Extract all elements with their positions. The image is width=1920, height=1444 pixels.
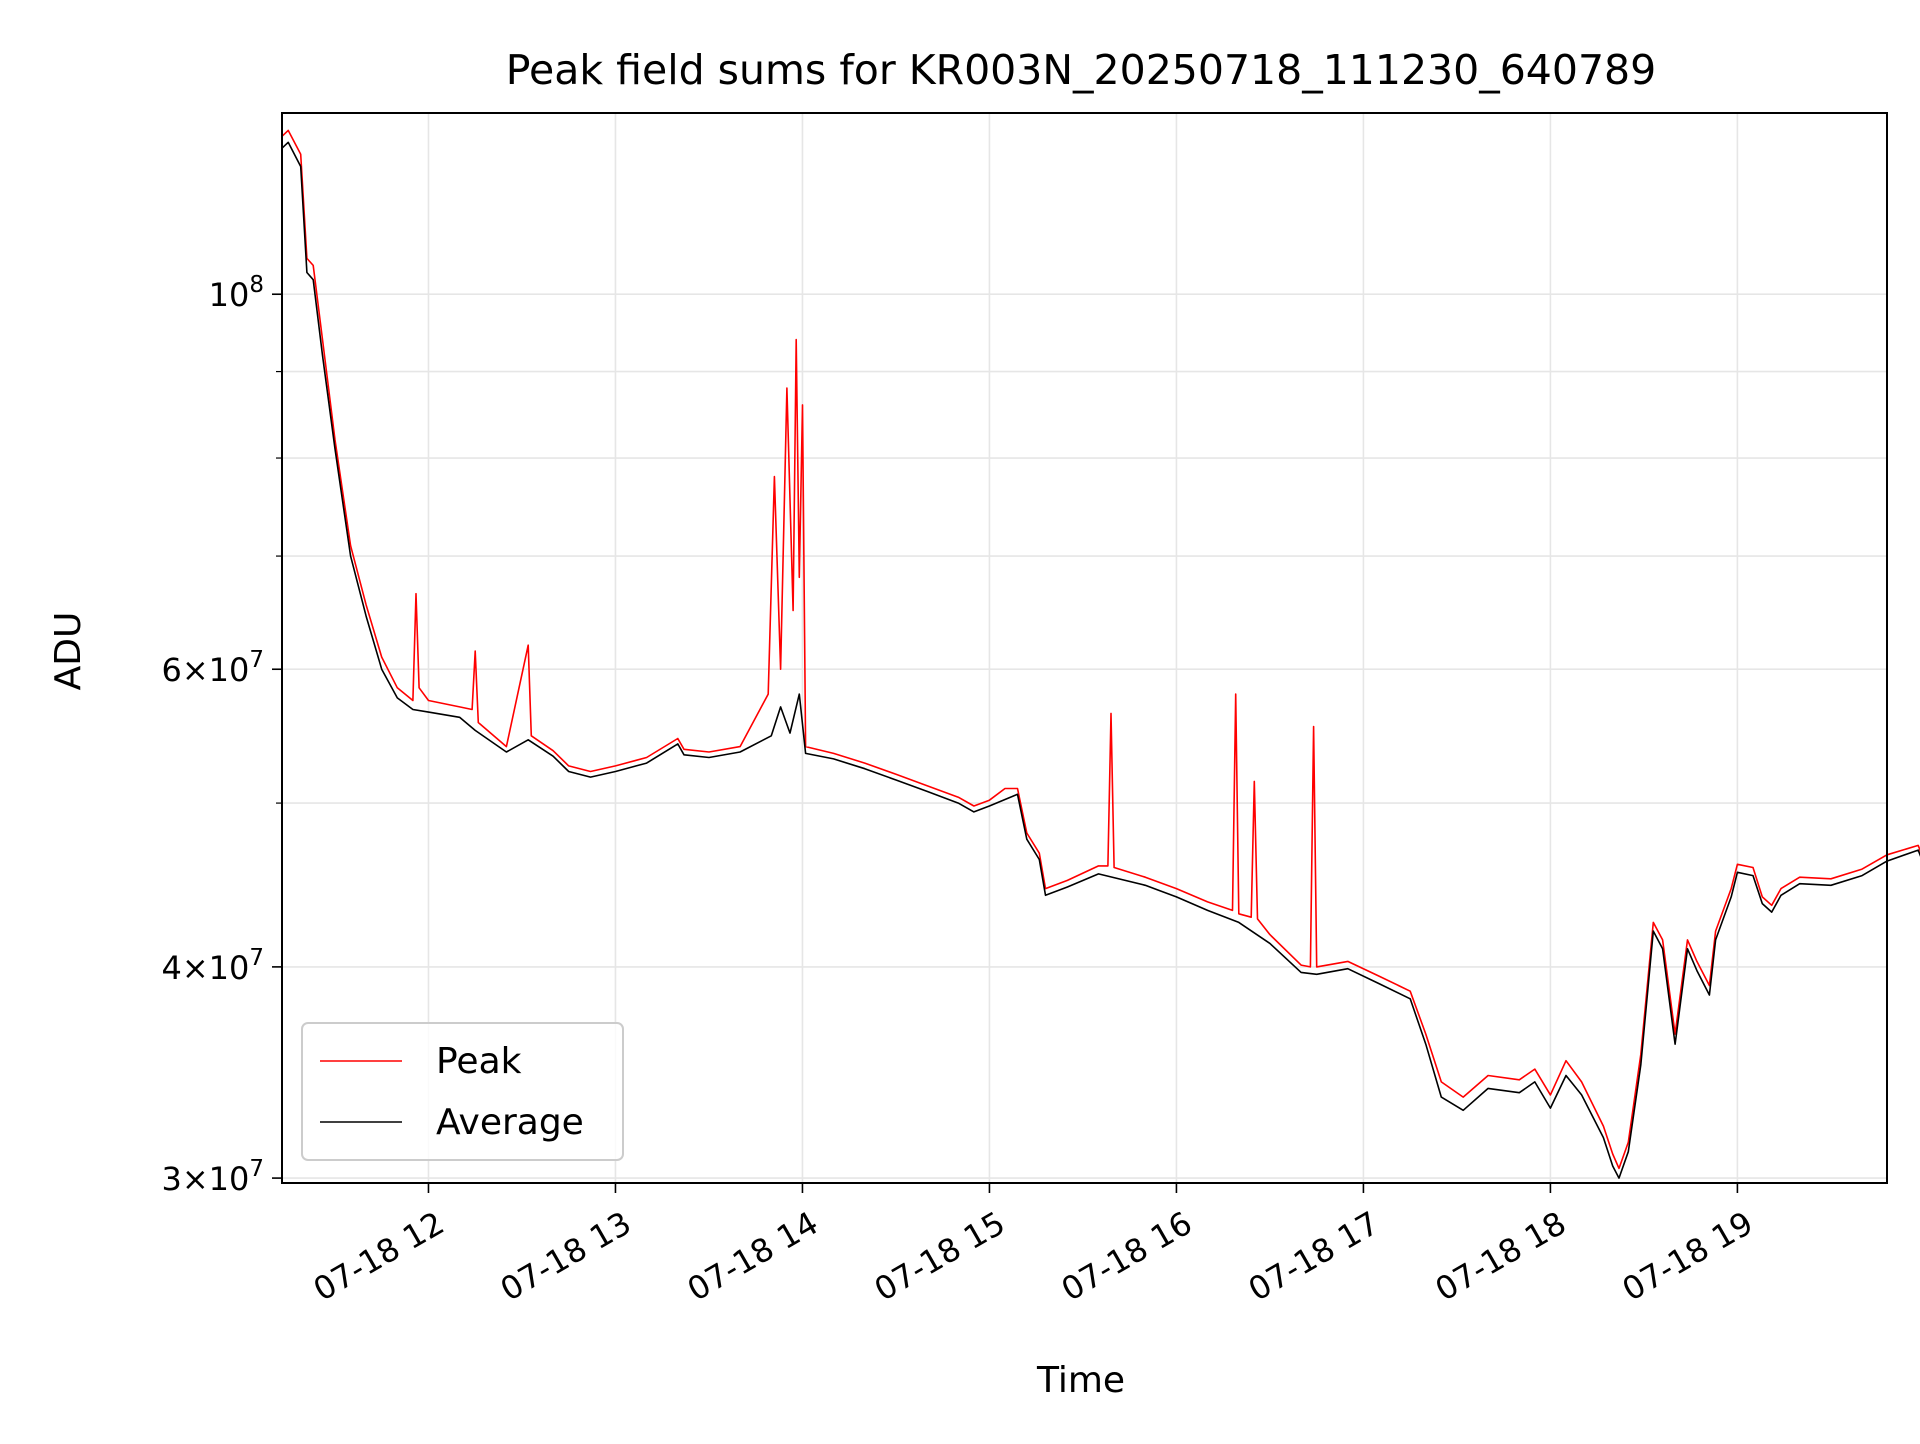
legend-label-average: Average — [436, 1102, 584, 1143]
series-line-average — [281, 141, 1920, 1179]
chart-title: Peak field sums for KR003N_20250718_1112… — [506, 46, 1656, 94]
y-axis-label: ADU — [48, 612, 89, 691]
plot-frame — [281, 112, 1888, 1184]
y-tick-label: 4×107 — [161, 945, 264, 987]
legend-label-peak: Peak — [436, 1041, 522, 1082]
series-line-peak — [281, 129, 1920, 1170]
y-tick-label: 6×107 — [161, 647, 264, 689]
series-layer — [281, 129, 1920, 1179]
grid-layer — [282, 113, 1887, 1183]
legend-box — [301, 1022, 624, 1161]
legend: Peak Average — [301, 1022, 624, 1161]
y-tick-label: 3×107 — [161, 1156, 264, 1198]
x-axis-label: Time — [1036, 1360, 1125, 1401]
